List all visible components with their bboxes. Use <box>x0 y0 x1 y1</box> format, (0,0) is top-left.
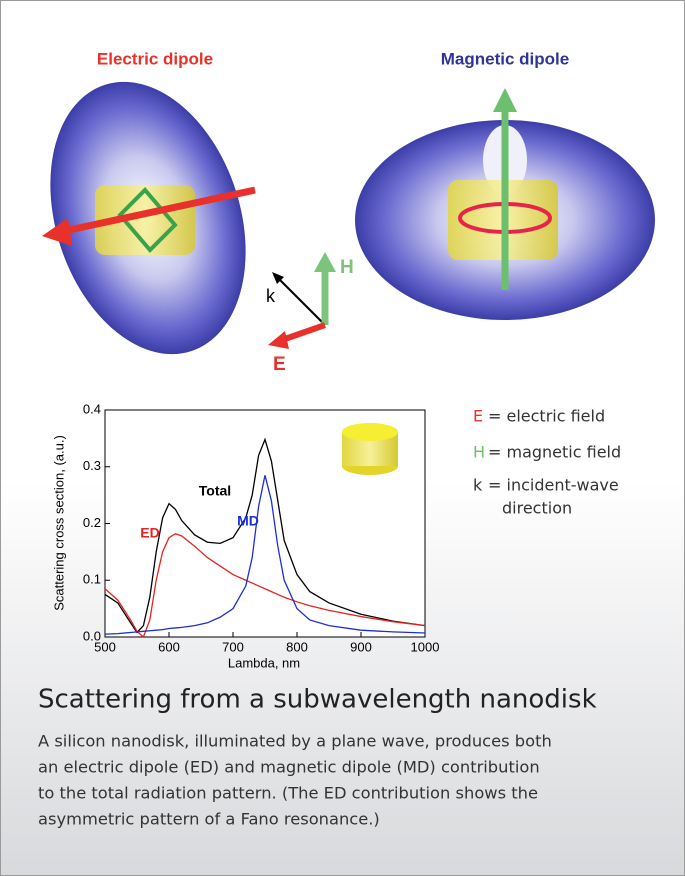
x-tick-label: 800 <box>286 639 308 654</box>
caption-line: to the total radiation pattern. (The ED … <box>38 784 538 803</box>
series-label: ED <box>140 525 159 541</box>
x-tick-label: 700 <box>222 639 244 654</box>
e-label: E <box>273 354 286 375</box>
x-axis-label: Lambda, nm <box>228 655 300 670</box>
field-axes <box>268 252 336 349</box>
line <box>104 475 426 635</box>
line <box>104 437 426 634</box>
series-label: MD <box>237 513 259 529</box>
x-tick-label: 900 <box>350 639 372 654</box>
series-label: Total <box>199 483 231 499</box>
h-label: H <box>340 257 354 278</box>
y-tick-label: 0.0 <box>83 628 101 643</box>
y-tick-label: 0.3 <box>83 458 101 473</box>
left-label: Electric dipole <box>97 49 213 68</box>
x-tick-label: 1000 <box>411 639 440 654</box>
caption-line: A silicon nanodisk, illuminated by a pla… <box>38 732 552 751</box>
x-tick-label: 600 <box>158 639 180 654</box>
electric-dipole-pattern <box>42 81 256 355</box>
nanodisk-icon <box>342 423 398 475</box>
magnetic-dipole-pattern <box>355 88 655 320</box>
x-tick-label: 500 <box>94 639 116 654</box>
note-symbol: k <box>473 476 483 495</box>
line <box>104 532 426 639</box>
y-tick-label: 0.1 <box>83 572 101 587</box>
caption-line: asymmetric pattern of a Fano resonance.) <box>38 810 380 829</box>
note-symbol: E <box>473 407 483 426</box>
y-tick-label: 0.2 <box>83 515 101 530</box>
note-text: = incident-wave <box>488 476 619 495</box>
k-label: k <box>266 286 276 306</box>
note-text: = magnetic field <box>488 443 621 462</box>
right-label: Magnetic dipole <box>441 49 569 68</box>
note-text: direction <box>502 499 572 518</box>
note-text: = electric field <box>488 407 605 426</box>
note-symbol: H <box>473 443 485 462</box>
caption-line: an electric dipole (ED) and magnetic dip… <box>38 758 540 777</box>
caption-title: Scattering from a subwavelength nanodisk <box>38 685 597 715</box>
y-axis-label: Scattering cross section, (a.u.) <box>51 435 66 611</box>
y-tick-label: 0.4 <box>83 401 101 416</box>
